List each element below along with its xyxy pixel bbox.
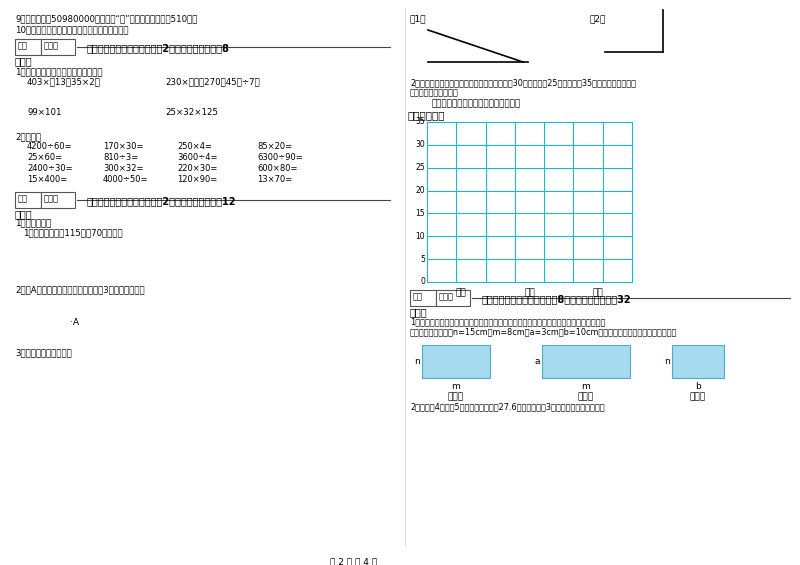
Text: 300×32=: 300×32= [103, 164, 143, 173]
Bar [410, 290, 436, 306]
Bar [15, 39, 41, 55]
Bar [41, 39, 75, 55]
Text: 15×400=: 15×400= [27, 175, 67, 184]
Text: 女装: 女装 [593, 288, 603, 297]
Text: 3、量出下面角的度数。: 3、量出下面角的度数。 [15, 348, 72, 357]
Text: 2、某服装厂第一季度生产服装情况如下：男装30万套，童装25万套，女装35万套，根据数据把下: 2、某服装厂第一季度生产服装情况如下：男装30万套，童装25万套，女装35万套，… [410, 78, 636, 87]
Text: 第 2 页 八 4 页: 第 2 页 八 4 页 [330, 557, 377, 565]
Text: 五、认真思考，综合能力（八2小题，每题六分，八12: 五、认真思考，综合能力（八2小题，每题六分，八12 [87, 196, 237, 206]
Text: 评卷人: 评卷人 [44, 194, 59, 203]
Text: 男装: 男装 [456, 288, 466, 297]
Text: 85×20=: 85×20= [257, 142, 292, 151]
Text: 30: 30 [415, 140, 425, 149]
Bar [436, 290, 470, 306]
Text: 4200÷60=: 4200÷60= [27, 142, 73, 151]
Text: 25: 25 [415, 163, 425, 172]
Text: 分）。: 分）。 [410, 307, 428, 317]
Text: 评卷人: 评卷人 [44, 41, 59, 50]
Text: 6300÷90=: 6300÷90= [257, 153, 302, 162]
Text: 10．（　　）等边三角形不一定是锐角三角形。: 10．（ ）等边三角形不一定是锐角三角形。 [15, 25, 129, 34]
Text: 1、分别画出一个115度和70度的角。: 1、分别画出一个115度和70度的角。 [23, 228, 122, 237]
Text: ·A: ·A [70, 318, 79, 327]
Text: 230×《＋（270＋45）÷7》: 230×《＋（270＋45）÷7》 [165, 77, 260, 86]
Text: 0: 0 [420, 277, 425, 286]
Text: 20: 20 [415, 186, 425, 195]
Bar [422, 345, 490, 378]
Text: 得分: 得分 [18, 41, 28, 50]
Text: 1、第（　　）个和（　　）个长方形可以拼成一个新的大长方形，拼成后的面积用字母表: 1、第（ ）个和（ ）个长方形可以拼成一个新的大长方形，拼成后的面积用字母表 [410, 317, 606, 326]
Text: m: m [582, 382, 590, 391]
Text: 数量（万套）: 数量（万套） [408, 110, 446, 120]
Text: 2、过A点画一条直线，在直线上量出3厘米长的线段。: 2、过A点画一条直线，在直线上量出3厘米长的线段。 [15, 285, 145, 294]
Text: 403×（13＋35×2）: 403×（13＋35×2） [27, 77, 101, 86]
Text: n: n [414, 357, 420, 366]
Bar [672, 345, 724, 378]
Text: 170×30=: 170×30= [103, 142, 143, 151]
Text: 4000÷50=: 4000÷50= [103, 175, 149, 184]
Text: 35: 35 [415, 118, 425, 127]
Text: 3600÷4=: 3600÷4= [177, 153, 218, 162]
Bar [15, 192, 41, 208]
Text: m: m [452, 382, 460, 391]
Text: 六、应用知识，解决问题（八8小题，每题四分，八32: 六、应用知识，解决问题（八8小题，每题四分，八32 [482, 294, 632, 304]
Text: 9．（　　）抂50980000改写成用“万”作单位的近似数是510万。: 9．（ ）抂50980000改写成用“万”作单位的近似数是510万。 [15, 14, 198, 23]
Text: 得分: 得分 [18, 194, 28, 203]
Text: n: n [664, 357, 670, 366]
Text: 15: 15 [415, 209, 425, 218]
Text: 2、妈妈买4克梨，5千克苹果，共用去27.6元，每千克梨3元，每千克苹果多少元？: 2、妈妈买4克梨，5千克苹果，共用去27.6元，每千克梨3元，每千克苹果多少元？ [410, 402, 605, 411]
Text: （一）: （一） [448, 392, 464, 401]
Text: 得分: 得分 [413, 292, 423, 301]
Text: 评卷人: 评卷人 [439, 292, 454, 301]
Text: 某服装厂第一季度生产服装情况统计图: 某服装厂第一季度生产服装情况统计图 [432, 99, 522, 108]
Text: 810÷3=: 810÷3= [103, 153, 138, 162]
Text: 250×4=: 250×4= [177, 142, 212, 151]
Bar [542, 345, 630, 378]
Text: 220×30=: 220×30= [177, 164, 218, 173]
Text: 13×70=: 13×70= [257, 175, 292, 184]
Text: 120×90=: 120×90= [177, 175, 218, 184]
Text: （二）: （二） [578, 392, 594, 401]
Text: 2、口算。: 2、口算。 [15, 132, 41, 141]
Text: 600×80=: 600×80= [257, 164, 298, 173]
Text: 99×101: 99×101 [27, 108, 62, 117]
Text: 示是（　　），如果n=15cm，m=8cm，a=3cm，b=10cm，那拼成后的面积是多少平方厘米？: 示是（ ），如果n=15cm，m=8cm，a=3cm，b=10cm，那拼成后的面… [410, 327, 678, 336]
Text: 四、看清题目，细心计算（八2小题，每题四分，八8: 四、看清题目，细心计算（八2小题，每题四分，八8 [87, 43, 230, 53]
Text: 童装: 童装 [524, 288, 535, 297]
Text: （三）: （三） [690, 392, 706, 401]
Text: （2）: （2） [590, 14, 606, 23]
Text: （1）: （1） [410, 14, 426, 23]
Text: 2400÷30=: 2400÷30= [27, 164, 73, 173]
Text: 1、实践操作。: 1、实践操作。 [15, 218, 51, 227]
Bar [41, 192, 75, 208]
Text: 25×60=: 25×60= [27, 153, 62, 162]
Text: 25×32×125: 25×32×125 [165, 108, 218, 117]
Text: 分）。: 分）。 [15, 209, 33, 219]
Text: 1、计算下面各题，能简算的要简算。: 1、计算下面各题，能简算的要简算。 [15, 67, 102, 76]
Text: b: b [695, 382, 701, 391]
Text: 10: 10 [415, 232, 425, 241]
Text: 分）。: 分）。 [15, 56, 33, 66]
Text: 5: 5 [420, 255, 425, 264]
Text: a: a [534, 357, 540, 366]
Text: 面的统计图补充完整。: 面的统计图补充完整。 [410, 88, 458, 97]
